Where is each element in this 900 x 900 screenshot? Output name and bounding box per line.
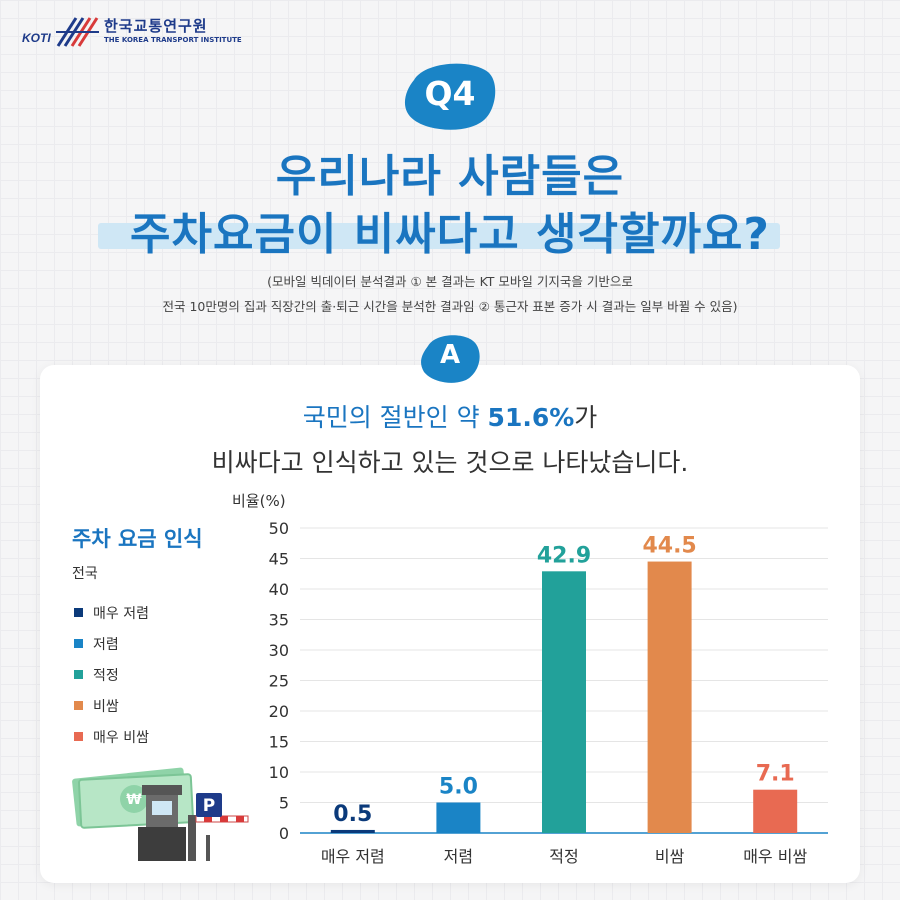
legend-swatch — [74, 732, 83, 741]
title-line-2: 주차요금이 비싸다고 생각할까요? — [130, 209, 770, 260]
headline-prefix: 국민의 절반인 약 — [302, 403, 488, 432]
title-line-1: 우리나라 사람들은 — [275, 151, 625, 202]
x-tick-label: 저렴 — [444, 847, 473, 866]
headline-suffix: 가 — [574, 403, 598, 432]
legend-swatch — [74, 701, 83, 710]
y-tick-label: 30 — [269, 641, 289, 660]
legend-swatch — [74, 670, 83, 679]
data-label: 0.5 — [333, 802, 372, 827]
x-tick-label: 비쌈 — [655, 847, 685, 866]
legend-label: 매우 비쌈 — [93, 729, 149, 746]
legend-swatch — [74, 608, 83, 617]
legend-swatch — [74, 639, 83, 648]
y-tick-label: 25 — [269, 672, 289, 691]
y-tick-label: 10 — [269, 763, 289, 782]
x-tick-label: 매우 비쌈 — [743, 847, 807, 866]
y-tick-label: 50 — [269, 519, 289, 538]
question-badge-blob — [404, 63, 496, 130]
bar — [542, 571, 586, 833]
parking-gate-icon — [138, 785, 249, 861]
legend-item: 비쌈 — [74, 690, 149, 721]
legend-item: 매우 저렴 — [74, 597, 149, 628]
svg-text:KOTI: KOTI — [22, 31, 51, 45]
legend-item: 매우 비쌈 — [74, 721, 149, 752]
bar — [330, 829, 375, 833]
data-label: 5.0 — [439, 775, 478, 800]
bar — [436, 802, 481, 833]
legend: 매우 저렴 저렴 적정 비쌈 매우 비쌈 — [74, 597, 149, 752]
bar — [753, 789, 798, 833]
y-axis-title: 비율(%) — [232, 492, 286, 510]
headline-line-2: 비싸다고 인식하고 있는 것으로 나타났습니다. — [211, 448, 689, 477]
parking-sign-icon: P — [196, 793, 222, 861]
y-tick-label: 5 — [279, 794, 289, 813]
y-tick-label: 45 — [269, 550, 289, 569]
y-tick-label: 15 — [269, 733, 289, 752]
koti-logo: KOTI 한국교통연구원 THE KOREA TRANSPORT INSTITU… — [22, 14, 242, 48]
bar-chart: 비율(%) 0 5 10 15 20 25 30 35 40 45 50 0.5 매우 저렴 5.0 저렴 42… — [232, 492, 828, 866]
legend-item: 저렴 — [74, 628, 149, 659]
koti-logo-icon: KOTI — [22, 17, 99, 47]
y-tick-label: 0 — [279, 824, 289, 843]
legend-title: 주차 요금 인식 — [72, 527, 203, 551]
y-tick-label: 20 — [269, 702, 289, 721]
legend-label: 적정 — [93, 667, 119, 684]
bar — [647, 561, 692, 833]
x-tick-label: 적정 — [549, 847, 578, 866]
question-badge: Q4 — [424, 74, 476, 113]
legend-item: 적정 — [74, 659, 149, 690]
data-label: 42.9 — [537, 543, 591, 568]
legend-label: 저렴 — [93, 636, 119, 653]
svg-text:₩: ₩ — [126, 792, 142, 808]
parking-illustration: ₩ P — [72, 767, 249, 861]
x-tick-label: 매우 저렴 — [321, 847, 385, 866]
data-label: 44.5 — [642, 534, 696, 559]
source-note-line-2: 전국 10만명의 집과 직장간의 출·퇴근 시간을 분석한 결과임 ② 통근자 … — [162, 299, 738, 314]
y-tick-label: 35 — [269, 611, 289, 630]
legend-label: 매우 저렴 — [93, 605, 149, 622]
answer-badge: A — [439, 340, 461, 370]
headline-value: 51.6% — [487, 403, 575, 432]
legend-subtitle: 전국 — [72, 566, 98, 582]
title-highlight — [98, 223, 780, 249]
headline-line-1: 국민의 절반인 약 51.6%가 — [0, 398, 900, 434]
source-note-line-1: (모바일 빅데이터 분석결과 ① 본 결과는 KT 모바일 기지국을 기반으로 — [267, 274, 633, 289]
legend-label: 비쌈 — [93, 698, 119, 715]
y-tick-label: 40 — [269, 580, 289, 599]
brand-name-en: THE KOREA TRANSPORT INSTITUTE — [104, 35, 242, 44]
svg-text:P: P — [203, 796, 215, 816]
answer-badge-blob — [421, 335, 480, 383]
brand-name-ko: 한국교통연구원 — [104, 16, 208, 35]
data-label: 7.1 — [756, 762, 795, 787]
